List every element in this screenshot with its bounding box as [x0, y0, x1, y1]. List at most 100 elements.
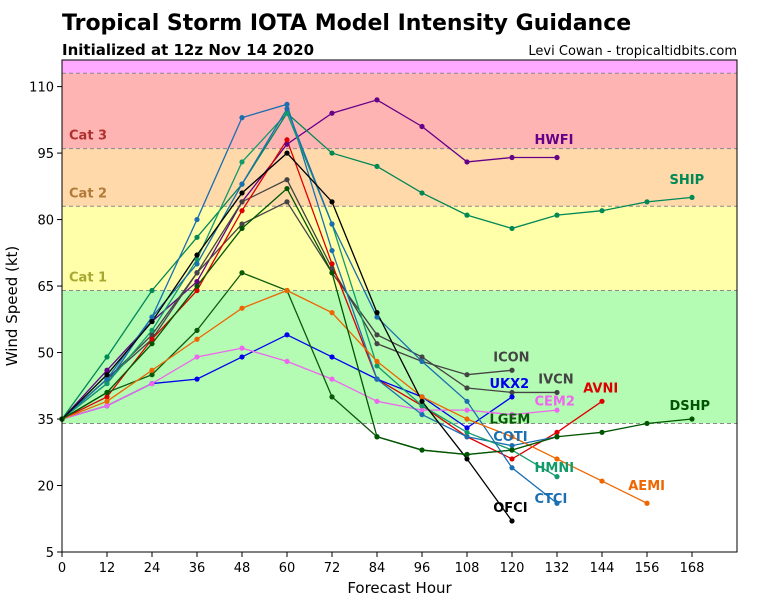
chart-credit: Levi Cowan - tropicaltidbits.com [528, 44, 737, 59]
point-avni-60 [284, 137, 290, 143]
point-hmni-36 [194, 256, 200, 263]
point-coti-36 [194, 216, 200, 223]
point-hwfi-12 [104, 367, 110, 373]
point-avni-132 [554, 429, 560, 435]
point-aemi-120 [509, 434, 515, 440]
point-dshp-132 [554, 434, 560, 440]
x-tick-label-48: 48 [234, 561, 251, 576]
y-axis-ticks: 5 20 35 50 65 80 95 110 [29, 81, 62, 561]
y-tick-label-80: 80 [37, 214, 54, 229]
point-ctci-72 [329, 221, 335, 227]
point-hwfi-36 [194, 279, 200, 285]
band-0 [62, 423, 737, 552]
point-hmni-132 [554, 474, 560, 480]
y-tick-label-20: 20 [37, 480, 54, 495]
point-ship-72 [329, 150, 335, 156]
x-tick-label-84: 84 [369, 561, 386, 576]
series-label-lgem: LGEM [490, 412, 531, 427]
point-ivcn-24 [149, 332, 155, 338]
point-ofci-120 [509, 518, 515, 524]
point-ukx2-48 [239, 354, 245, 360]
point-hwfi-96 [419, 123, 425, 130]
point-ship-36 [194, 234, 200, 240]
x-tick-label-156: 156 [635, 561, 660, 576]
x-axis-label: Forecast Hour [347, 579, 452, 597]
point-ukx2-72 [329, 354, 335, 360]
point-avni-72 [329, 261, 335, 267]
point-hmni-96 [419, 403, 425, 409]
point-ship-156 [644, 199, 650, 205]
point-ctci-96 [419, 358, 425, 365]
x-tick-label-24: 24 [144, 561, 161, 576]
point-dshp-24 [149, 341, 155, 347]
point-hmni-60 [284, 110, 290, 116]
point-ship-84 [374, 163, 380, 169]
series-label-icon: ICON [493, 350, 529, 365]
point-hwfi-60 [284, 141, 290, 147]
point-hmni-108 [464, 429, 470, 435]
point-ofci-60 [284, 150, 290, 156]
band-2 [62, 206, 737, 291]
point-dshp-144 [599, 429, 605, 435]
point-aemi-48 [239, 305, 245, 311]
x-tick-label-0: 0 [58, 561, 66, 576]
point-hwfi-132 [554, 154, 560, 161]
point-ivcn-120 [509, 389, 515, 396]
x-tick-label-72: 72 [324, 561, 341, 576]
point-ivcn-108 [464, 385, 470, 391]
point-cem2-72 [329, 376, 335, 382]
x-tick-label-168: 168 [680, 561, 705, 576]
point-cem2-60 [284, 358, 290, 365]
point-ctci-120 [509, 465, 515, 471]
point-aemi-72 [329, 310, 335, 316]
point-ship-12 [104, 354, 110, 360]
series-label-cem2: CEM2 [535, 395, 575, 410]
point-ofci-36 [194, 252, 200, 258]
band-label-cat-2: Cat 2 [69, 186, 107, 201]
series-label-aemi: AEMI [628, 479, 665, 494]
chart-title: Tropical Storm IOTA Model Intensity Guid… [62, 11, 631, 36]
point-ofci-84 [374, 310, 380, 316]
point-icon-60 [284, 177, 290, 183]
point-aemi-12 [104, 398, 110, 404]
point-coti-96 [419, 411, 425, 418]
point-ship-108 [464, 212, 470, 218]
point-ship-144 [599, 208, 605, 214]
band-label-cat-3: Cat 3 [69, 129, 107, 144]
point-ship-132 [554, 212, 560, 218]
point-ofci-24 [149, 318, 155, 325]
y-tick-label-110: 110 [29, 81, 54, 96]
point-dshp-60 [284, 185, 290, 192]
point-ukx2-120 [509, 394, 515, 400]
y-axis-label: Wind Speed (kt) [3, 246, 21, 367]
series-label-ctci: CTCI [535, 492, 568, 507]
point-dshp-108 [464, 451, 470, 458]
point-hwfi-120 [509, 154, 515, 161]
series-label-ship: SHIP [670, 173, 705, 188]
point-dshp-120 [509, 447, 515, 453]
point-icon-48 [239, 199, 245, 205]
point-hmni-84 [374, 363, 380, 369]
point-hmni-24 [149, 327, 155, 333]
point-coti-84 [374, 376, 380, 382]
point-ctci-84 [374, 314, 380, 320]
point-lgem-72 [329, 394, 335, 400]
point-hmni-48 [239, 159, 245, 165]
point-ivcn-132 [554, 389, 560, 396]
point-hwfi-108 [464, 159, 470, 165]
point-icon-84 [374, 341, 380, 347]
point-ivcn-48 [239, 221, 245, 227]
series-line-hmni [61, 111, 558, 478]
series-label-ivcn: IVCN [538, 373, 573, 388]
point-coti-60 [284, 101, 290, 107]
point-cem2-120 [509, 411, 515, 418]
point-lgem-48 [239, 270, 245, 276]
series-line-ctci [61, 107, 558, 504]
point-hmni-12 [104, 380, 110, 387]
x-axis-ticks: 0 12 24 36 48 60 72 84 96 108 120 132 144 156 168 [58, 552, 705, 576]
point-hwfi-72 [329, 110, 335, 116]
point-ofci-96 [419, 398, 425, 404]
point-ctci-36 [194, 261, 200, 267]
point-icon-72 [329, 265, 335, 271]
